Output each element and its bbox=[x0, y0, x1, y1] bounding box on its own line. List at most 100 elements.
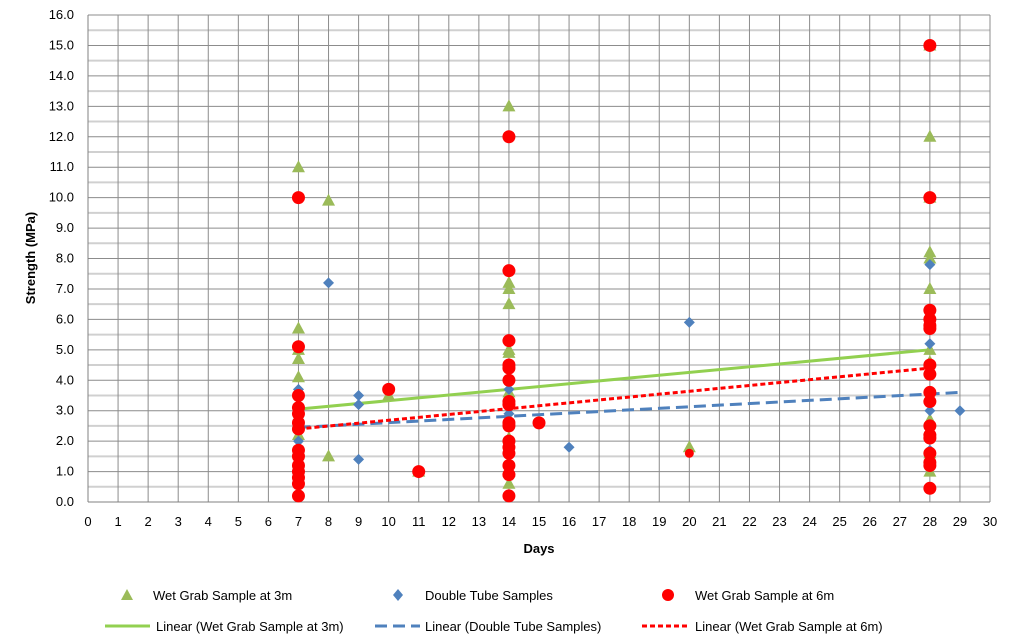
circle-point bbox=[923, 431, 937, 445]
legend-item-trend-3m: Linear (Wet Grab Sample at 3m) bbox=[105, 619, 344, 634]
diamond-point bbox=[353, 453, 365, 465]
x-tick-label: 20 bbox=[682, 514, 696, 529]
y-tick-label: 2.0 bbox=[56, 433, 74, 448]
x-tick-label: 7 bbox=[295, 514, 302, 529]
circle-point bbox=[382, 382, 396, 396]
y-tick-label: 9.0 bbox=[56, 220, 74, 235]
x-tick-label: 18 bbox=[622, 514, 636, 529]
circle-point bbox=[923, 481, 937, 495]
y-tick-label: 7.0 bbox=[56, 281, 74, 296]
x-axis-title: Days bbox=[523, 541, 554, 556]
diamond-point bbox=[563, 441, 575, 453]
legend-diamond-marker bbox=[393, 589, 403, 601]
y-tick-label: 14.0 bbox=[49, 68, 74, 83]
x-tick-label: 26 bbox=[862, 514, 876, 529]
y-tick-label: 8.0 bbox=[56, 251, 74, 266]
legend-item-trend-6m: Linear (Wet Grab Sample at 6m) bbox=[642, 619, 883, 634]
circle-point bbox=[291, 449, 305, 463]
circle-point bbox=[532, 416, 546, 430]
x-tick-label: 4 bbox=[205, 514, 212, 529]
circle-point bbox=[923, 322, 937, 336]
triangle-point bbox=[291, 160, 305, 173]
x-tick-label: 5 bbox=[235, 514, 242, 529]
x-tick-label: 6 bbox=[265, 514, 272, 529]
diamond-point bbox=[353, 399, 365, 411]
circle-point bbox=[502, 398, 516, 412]
legend-item-6m: Wet Grab Sample at 6m bbox=[662, 588, 834, 603]
triangle-point bbox=[502, 297, 516, 310]
triangle-point bbox=[291, 370, 305, 383]
y-tick-label: 15.0 bbox=[49, 37, 74, 52]
trendline bbox=[298, 348, 931, 411]
legend-item-double-tube: Double Tube Samples bbox=[393, 588, 553, 603]
legend-label: Double Tube Samples bbox=[425, 588, 553, 603]
triangle-point bbox=[322, 193, 336, 206]
diamond-point bbox=[954, 405, 966, 417]
triangle-point bbox=[502, 476, 516, 489]
x-tick-label: 10 bbox=[381, 514, 395, 529]
diamond-point bbox=[683, 316, 695, 328]
circle-point bbox=[502, 458, 516, 472]
triangle-point bbox=[322, 449, 336, 462]
circle-point bbox=[923, 191, 937, 205]
legend-label: Wet Grab Sample at 6m bbox=[695, 588, 834, 603]
diamond-point bbox=[924, 338, 936, 350]
circle-point bbox=[502, 446, 516, 460]
x-axis-ticks: 0 1 2 3 4 5 6 7 8 9 10 11 12 13 14 15 16 17 18 19 20 21 22 23 24… bbox=[84, 514, 997, 529]
circle-point bbox=[412, 465, 426, 479]
legend-circle-marker bbox=[662, 589, 674, 601]
circle-point bbox=[923, 419, 937, 433]
triangle-point bbox=[291, 321, 305, 334]
x-tick-label: 24 bbox=[802, 514, 816, 529]
circle-point bbox=[502, 489, 516, 503]
x-tick-label: 1 bbox=[114, 514, 121, 529]
triangle-point bbox=[923, 129, 937, 142]
legend: Wet Grab Sample at 3m Double Tube Sample… bbox=[105, 588, 883, 634]
legend-label: Wet Grab Sample at 3m bbox=[153, 588, 292, 603]
trendline bbox=[298, 390, 961, 429]
triangle-point bbox=[502, 99, 516, 112]
legend-item-trend-double-tube: Linear (Double Tube Samples) bbox=[375, 619, 601, 634]
triangle-point bbox=[502, 281, 516, 294]
triangle-point bbox=[923, 245, 937, 258]
x-tick-label: 14 bbox=[502, 514, 516, 529]
x-tick-label: 11 bbox=[412, 514, 426, 529]
circle-point bbox=[291, 489, 305, 503]
triangle-point bbox=[291, 351, 305, 364]
y-tick-label: 13.0 bbox=[49, 98, 74, 113]
circle-point bbox=[923, 385, 937, 399]
circle-point bbox=[923, 367, 937, 381]
x-tick-label: 3 bbox=[175, 514, 182, 529]
triangle-point bbox=[682, 440, 696, 453]
circle-point bbox=[923, 395, 937, 409]
y-axis-title: Strength (MPa) bbox=[23, 212, 38, 304]
x-tick-label: 23 bbox=[772, 514, 786, 529]
x-tick-label: 13 bbox=[472, 514, 486, 529]
diamond-point bbox=[503, 383, 515, 395]
x-tick-label: 25 bbox=[832, 514, 846, 529]
legend-label: Linear (Wet Grab Sample at 6m) bbox=[695, 619, 883, 634]
y-axis-ticks: 0.0 1.0 2.0 3.0 4.0 5.0 6.0 7.0 8.0 9.0 10.0 11.0 12… bbox=[49, 7, 74, 509]
x-tick-label: 27 bbox=[893, 514, 907, 529]
triangle-point bbox=[923, 281, 937, 294]
circle-point bbox=[502, 419, 516, 433]
circle-point bbox=[291, 340, 305, 354]
x-tick-label: 15 bbox=[532, 514, 546, 529]
legend-triangle-marker bbox=[121, 589, 133, 600]
diamond-point bbox=[503, 408, 515, 420]
grid bbox=[87, 14, 991, 503]
circle-point bbox=[502, 264, 516, 278]
x-tick-label: 17 bbox=[592, 514, 606, 529]
x-tick-label: 22 bbox=[742, 514, 756, 529]
x-tick-label: 9 bbox=[355, 514, 362, 529]
circle-point bbox=[923, 38, 937, 52]
circle-point bbox=[502, 130, 516, 144]
circle-point bbox=[923, 458, 937, 472]
y-tick-label: 6.0 bbox=[56, 311, 74, 326]
x-tick-label: 12 bbox=[442, 514, 456, 529]
circle-point bbox=[502, 334, 516, 348]
x-tick-label: 21 bbox=[712, 514, 726, 529]
y-tick-label: 1.0 bbox=[56, 464, 74, 479]
diamond-point bbox=[323, 277, 335, 289]
